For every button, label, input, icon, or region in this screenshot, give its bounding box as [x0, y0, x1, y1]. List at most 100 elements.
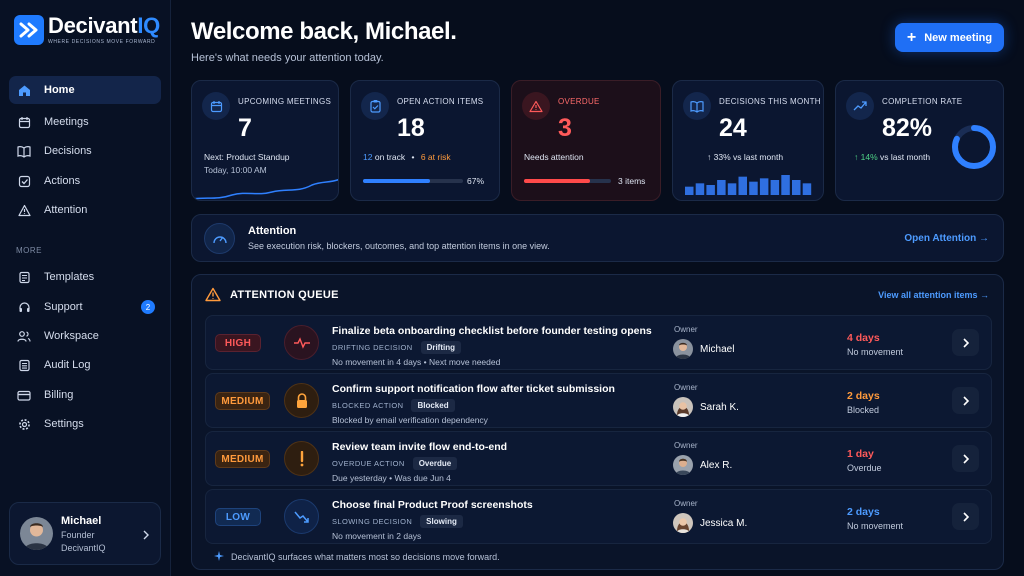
row-tags: OVERDUE ACTION Overdue — [332, 457, 458, 470]
row-tags: DRIFTING DECISION Drifting — [332, 341, 461, 354]
avatar — [673, 455, 693, 475]
decisions-month-card[interactable]: DECISIONS THIS MONTH 24 ↑ 33% vs last mo… — [672, 80, 824, 201]
sidebar-item-label: Settings — [44, 418, 84, 430]
view-all-attention-link[interactable]: View all attention items → — [878, 290, 989, 300]
sidebar-item-settings[interactable]: Settings — [9, 410, 161, 438]
warning-icon — [522, 92, 550, 120]
overdue-card[interactable]: OVERDUE 3 Needs attention 3 items — [511, 80, 661, 201]
warning-icon — [205, 287, 221, 307]
open-attention-link[interactable]: Open Attention → — [904, 233, 989, 244]
sidebar-item-label: Attention — [44, 204, 88, 216]
sparkle-icon — [214, 551, 224, 563]
completion-rate-card[interactable]: COMPLETION RATE 82% ↑ 14% vs last month — [835, 80, 1004, 201]
owner-name: Jessica M. — [700, 518, 748, 529]
book-icon — [683, 92, 711, 120]
due-value: 2 days — [847, 506, 880, 518]
template-icon — [17, 270, 31, 284]
next-meeting-time: Today, 10:00 AM — [204, 165, 267, 175]
attention-row[interactable]: MEDIUM Confirm support notification flow… — [205, 373, 992, 428]
row-subtext: No movement in 4 days • Next move needed — [332, 357, 501, 367]
clipboard-icon — [361, 92, 389, 120]
open-item-button[interactable] — [952, 329, 979, 356]
attention-row[interactable]: LOW Choose final Product Proof screensho… — [205, 489, 992, 544]
row-title: Choose final Product Proof screenshots — [332, 499, 533, 511]
attention-row[interactable]: HIGH Finalize beta onboarding checklist … — [205, 315, 992, 370]
sidebar-item-meetings[interactable]: Meetings — [9, 108, 161, 136]
sidebar-item-home[interactable]: Home — [9, 76, 161, 104]
user-org: DecivantIQ — [61, 543, 106, 553]
overdue-items: 3 items — [618, 176, 646, 186]
open-item-button[interactable] — [952, 503, 979, 530]
calendar-icon — [202, 92, 230, 120]
overdue-status: Needs attention — [524, 152, 584, 162]
page-subtitle: Here's what needs your attention today. — [191, 52, 384, 64]
card-label: OPEN ACTION ITEMS — [397, 97, 484, 106]
card-value: 18 — [397, 114, 425, 142]
decision-bar — [706, 185, 715, 195]
sidebar-item-label: Workspace — [44, 330, 99, 342]
action-status: 12 on track • 6 at risk — [363, 152, 451, 162]
queue-footer: DecivantIQ surfaces what matters most so… — [214, 551, 500, 563]
open-action-items-card[interactable]: OPEN ACTION ITEMS 18 12 on track • 6 at … — [350, 80, 500, 201]
priority-badge: LOW — [215, 508, 261, 526]
book-icon — [17, 144, 31, 158]
chevron-right-icon — [142, 527, 150, 545]
row-title: Review team invite flow end-to-end — [332, 441, 508, 453]
due-status: No movement — [847, 521, 904, 531]
card-label: COMPLETION RATE — [882, 97, 963, 106]
sidebar-item-actions[interactable]: Actions — [9, 167, 161, 195]
pulse-icon — [284, 325, 319, 360]
sidebar-item-label: Billing — [44, 389, 74, 401]
speedometer-icon — [204, 223, 235, 254]
new-meeting-button[interactable]: + New meeting — [895, 23, 1004, 52]
sidebar-item-billing[interactable]: Billing — [9, 381, 161, 409]
sidebar-item-templates[interactable]: Templates — [9, 263, 161, 291]
users-icon — [17, 329, 31, 343]
warning-icon — [17, 203, 31, 217]
due-status: Blocked — [847, 405, 880, 415]
page-title: Welcome back, Michael. — [191, 18, 457, 45]
sidebar: DecivantIQ WHERE DECISIONS MOVE FORWARD … — [0, 0, 171, 576]
attention-row[interactable]: MEDIUM Review team invite flow end-to-en… — [205, 431, 992, 486]
sidebar-item-label: Home — [44, 84, 75, 96]
sidebar-item-attention[interactable]: Attention — [9, 196, 161, 224]
sidebar-item-decisions[interactable]: Decisions — [9, 137, 161, 165]
new-meeting-label: New meeting — [924, 31, 993, 44]
meetings-sparkline — [192, 178, 338, 200]
sidebar-item-label: Meetings — [44, 116, 89, 128]
decision-bar — [792, 180, 801, 195]
priority-badge: MEDIUM — [215, 392, 270, 410]
row-tags: BLOCKED ACTION Blocked — [332, 399, 455, 412]
decisions-delta: ↑ 33% vs last month — [707, 152, 784, 162]
row-tags: SLOWING DECISION Slowing — [332, 515, 463, 528]
sidebar-item-audit-log[interactable]: Audit Log — [9, 351, 161, 379]
chevron-right-icon — [962, 511, 969, 522]
due-status: No movement — [847, 347, 904, 357]
actions-progress-bar — [363, 179, 463, 183]
attention-banner[interactable]: Attention See execution risk, blockers, … — [191, 214, 1004, 262]
lock-icon — [284, 383, 319, 418]
card-icon — [17, 388, 31, 402]
row-subtext: No movement in 2 days — [332, 531, 422, 541]
owner-label: Owner — [674, 441, 698, 450]
due-status: Overdue — [847, 463, 882, 473]
user-profile-card[interactable]: Michael Founder DecivantIQ — [9, 502, 161, 565]
user-name: Michael — [61, 515, 102, 527]
sidebar-item-support[interactable]: Support 2 — [9, 293, 161, 321]
open-item-button[interactable] — [952, 445, 979, 472]
support-badge: 2 — [141, 300, 155, 314]
next-meeting: Next: Product Standup — [204, 152, 290, 162]
overdue-progress-bar — [524, 179, 611, 183]
user-role: Founder — [61, 530, 95, 540]
chevron-right-icon — [962, 453, 969, 464]
open-item-button[interactable] — [952, 387, 979, 414]
avatar — [20, 517, 53, 550]
attention-banner-title: Attention — [248, 225, 297, 237]
owner-label: Owner — [674, 499, 698, 508]
log-icon — [17, 358, 31, 372]
row-title: Confirm support notification flow after … — [332, 383, 615, 395]
upcoming-meetings-card[interactable]: UPCOMING MEETINGS 7 Next: Product Standu… — [191, 80, 339, 201]
sidebar-item-workspace[interactable]: Workspace — [9, 322, 161, 350]
brand-logo[interactable]: DecivantIQ WHERE DECISIONS MOVE FORWARD — [14, 15, 160, 45]
checkbox-icon — [17, 174, 31, 188]
